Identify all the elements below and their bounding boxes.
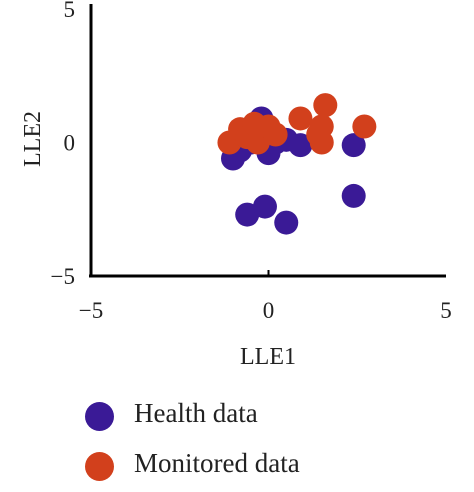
legend-label-health: Health data (134, 398, 258, 428)
y-tick-label: −5 (51, 264, 75, 289)
scatter-chart: −5 0 5 5 0 −5 LLE1 LLE2 (20, 0, 452, 370)
monitored-data-point (313, 93, 338, 118)
legend-marker-monitored (85, 452, 114, 481)
x-axis-title: LLE1 (240, 344, 296, 370)
health-data-point (341, 133, 366, 158)
y-tick-label: 5 (64, 0, 76, 22)
health-data-point (341, 183, 366, 208)
monitored-data-point (352, 114, 377, 139)
monitored-data-point (263, 122, 288, 147)
y-axis-title: LLE2 (20, 111, 46, 167)
legend-label-monitored: Monitored data (134, 448, 300, 478)
x-tick-label: −5 (79, 298, 103, 323)
x-tick-label: 5 (440, 298, 452, 323)
health-data-point (252, 194, 277, 219)
x-tick-label: 0 (263, 298, 275, 323)
monitored-data-point (309, 114, 334, 139)
health-data-point (288, 133, 313, 158)
health-data-point (274, 210, 299, 235)
monitored-data-point (288, 106, 313, 131)
legend-marker-health (85, 402, 114, 431)
y-tick-label: 0 (64, 131, 76, 156)
